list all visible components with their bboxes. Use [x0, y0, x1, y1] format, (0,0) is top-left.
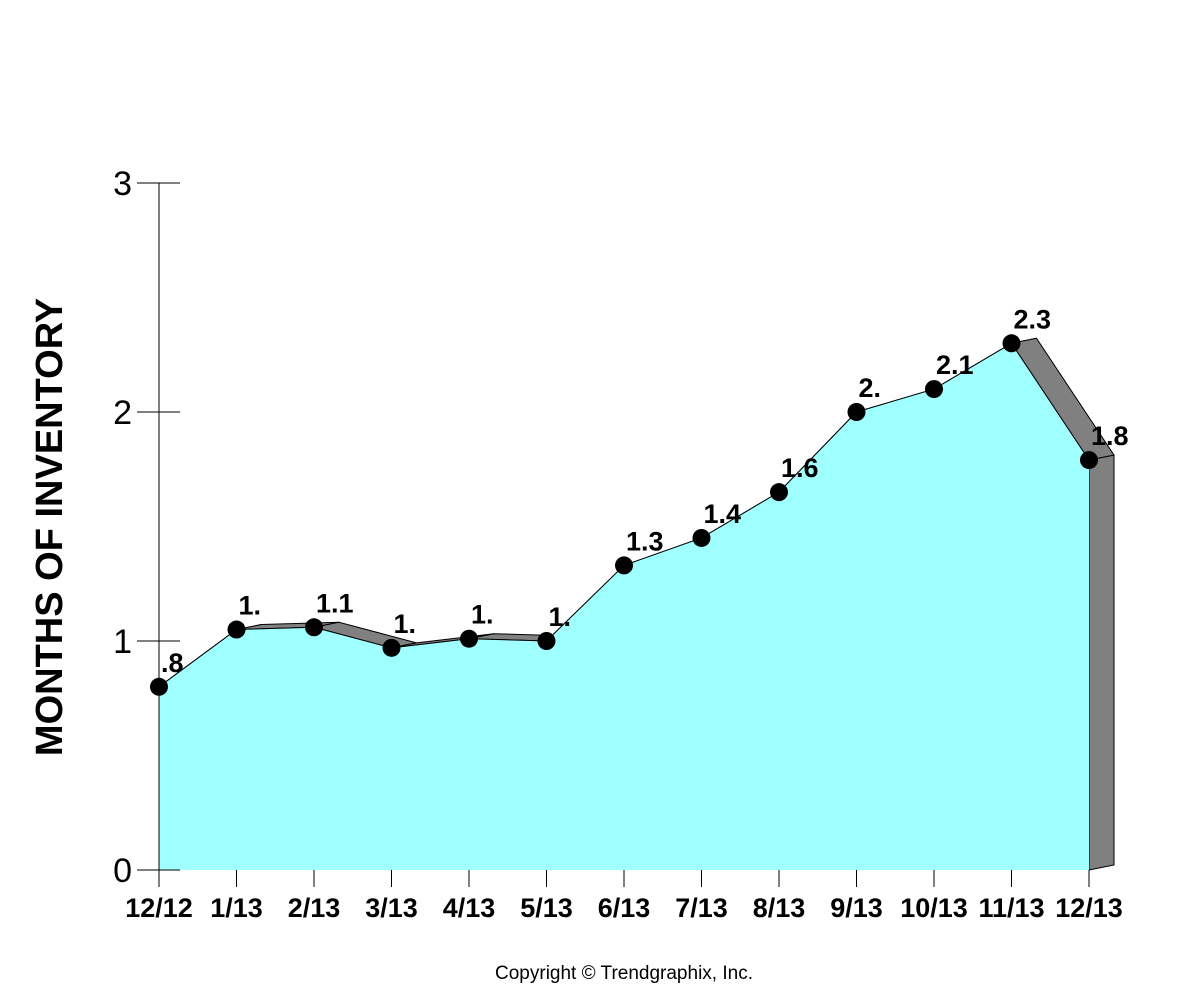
data-point — [847, 403, 866, 421]
data-label: 1. — [549, 602, 572, 632]
data-point — [537, 632, 556, 650]
x-tick-label: 12/12 — [125, 893, 193, 923]
data-point — [770, 483, 788, 502]
x-tick-label: 12/13 — [1055, 893, 1123, 923]
data-point — [925, 380, 943, 399]
data-label: 2.1 — [936, 350, 974, 380]
data-point — [692, 528, 711, 547]
y-axis-title: MONTHS OF INVENTORY — [29, 298, 71, 756]
y-tick-label: 0 — [113, 852, 132, 890]
x-tick-label: 4/13 — [443, 893, 496, 923]
y-tick-label: 3 — [113, 165, 132, 203]
data-label: 1. — [239, 591, 262, 621]
area-fill — [158, 342, 1090, 870]
data-point — [305, 618, 323, 637]
y-tick-label: 1 — [113, 623, 132, 661]
data-point — [460, 629, 478, 648]
data-label: 1.4 — [704, 499, 742, 529]
x-tick-label: 8/13 — [753, 893, 806, 923]
data-point — [1002, 334, 1021, 353]
y-tick-label: 2 — [113, 394, 132, 432]
data-markers — [150, 334, 1098, 696]
shadow-side — [1088, 454, 1115, 871]
area-polygon — [159, 343, 1089, 870]
x-tick-label: 5/13 — [520, 893, 573, 923]
data-label: 2. — [859, 373, 882, 403]
data-label: 1. — [471, 600, 494, 630]
axes: 0 1 2 3 12/12 1/13 2/13 3/13 4/13 5/13 6/13 7/13 8/1… — [113, 165, 1123, 923]
x-tick-label: 3/13 — [365, 893, 418, 923]
data-point — [1080, 451, 1098, 470]
x-tick-label: 6/13 — [598, 893, 651, 923]
data-point — [150, 677, 168, 696]
x-tick-label: 11/13 — [978, 893, 1044, 923]
copyright-notice: Copyright © Trendgraphix, Inc. — [495, 963, 753, 984]
x-tick-label: 1/13 — [210, 893, 263, 923]
data-label: 1.3 — [626, 526, 664, 556]
x-tick-label: 10/13 — [900, 893, 968, 923]
data-label: 1. — [394, 609, 417, 639]
data-label: 1.1 — [316, 588, 354, 618]
data-label: 1.6 — [781, 453, 819, 483]
data-point — [615, 556, 633, 575]
data-point — [382, 638, 401, 657]
x-tick-label: 2/13 — [288, 893, 341, 923]
data-label: .8 — [161, 648, 184, 678]
data-label: 1.8 — [1091, 421, 1129, 451]
data-point — [227, 620, 246, 639]
x-tick-label: 7/13 — [675, 893, 728, 923]
data-label: 2.3 — [1014, 304, 1052, 334]
data-labels: .8 1. 1.1 1. 1. 1. 1.3 1.4 1.6 2. 2.1 2.3 1.8 — [161, 304, 1129, 678]
x-tick-label: 9/13 — [830, 893, 883, 923]
